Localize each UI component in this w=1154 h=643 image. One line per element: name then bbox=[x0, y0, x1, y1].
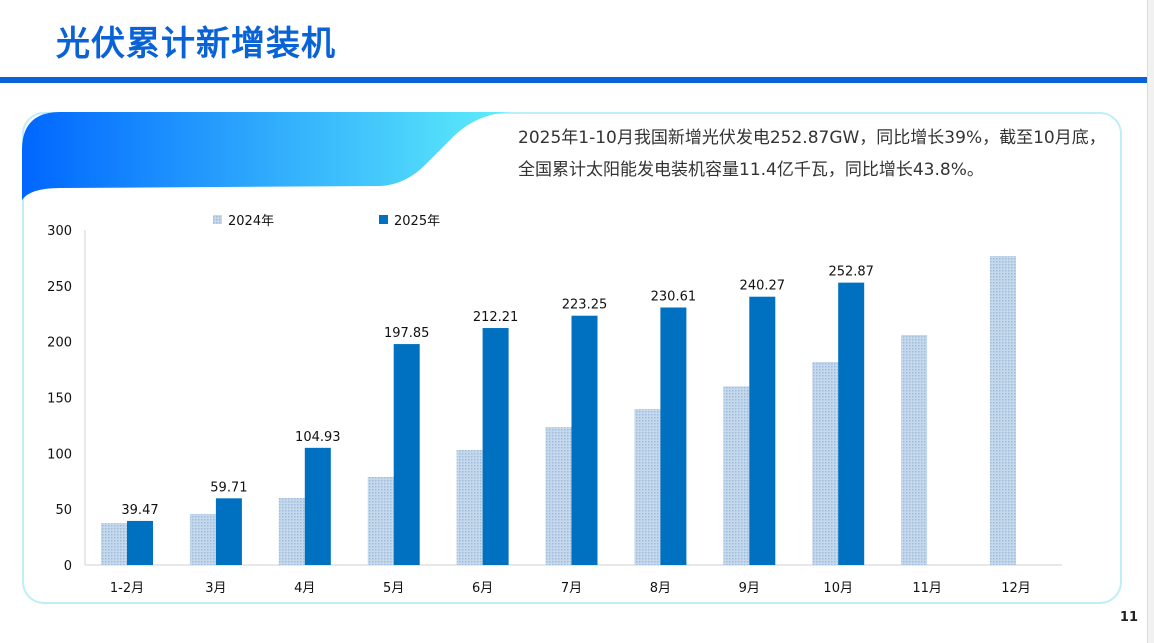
bar-2024 bbox=[990, 256, 1016, 565]
y-tick-label: 150 bbox=[47, 392, 72, 407]
page-number: 11 bbox=[1119, 610, 1138, 625]
bar-2024 bbox=[545, 426, 572, 565]
data-label-2025: 59.71 bbox=[210, 480, 247, 495]
data-label-2025: 230.61 bbox=[651, 289, 697, 304]
x-tick-label: 8月 bbox=[650, 581, 671, 596]
data-label-2025: 39.47 bbox=[121, 503, 158, 518]
data-label-2025: 252.87 bbox=[828, 265, 874, 280]
data-label-2025: 104.93 bbox=[295, 430, 341, 445]
bar-2025 bbox=[482, 328, 509, 565]
data-label-2025: 197.85 bbox=[384, 326, 430, 341]
title-divider bbox=[0, 77, 1154, 83]
x-tick-label: 3月 bbox=[205, 581, 226, 596]
page-title: 光伏累计新增装机 bbox=[56, 24, 336, 64]
y-tick-label: 200 bbox=[47, 336, 72, 351]
legend-label-2025: 2025年 bbox=[394, 214, 440, 229]
x-tick-label: 11月 bbox=[912, 581, 942, 596]
y-tick-label: 50 bbox=[55, 503, 72, 518]
bar-2024 bbox=[278, 498, 305, 565]
bar-2024 bbox=[189, 513, 216, 565]
bar-2025 bbox=[215, 498, 242, 565]
bar-2024 bbox=[812, 361, 839, 565]
summary-text: 2025年1-10月我国新增光伏发电252.87GW，同比增长39%，截至10月… bbox=[518, 128, 1106, 180]
y-tick-label: 250 bbox=[47, 280, 72, 295]
bar-2025 bbox=[127, 520, 153, 565]
page-edge bbox=[1147, 0, 1154, 643]
x-tick-label: 7月 bbox=[561, 581, 582, 596]
x-tick-label: 5月 bbox=[383, 581, 404, 596]
legend-swatch-2025 bbox=[379, 215, 388, 224]
bar-2025 bbox=[393, 344, 420, 565]
y-tick-label: 100 bbox=[47, 447, 72, 462]
x-tick-label: 6月 bbox=[472, 581, 493, 596]
bar-2025 bbox=[749, 296, 776, 565]
bar-2024 bbox=[367, 477, 394, 565]
data-label-2025: 240.27 bbox=[740, 279, 786, 294]
y-tick-label: 300 bbox=[47, 224, 72, 239]
data-label-2025: 223.25 bbox=[562, 298, 608, 313]
x-tick-label: 4月 bbox=[294, 581, 315, 596]
bar-2024 bbox=[456, 449, 483, 565]
bar-2024 bbox=[901, 334, 928, 565]
bar-2024 bbox=[634, 409, 661, 565]
header-tab-shape bbox=[22, 112, 515, 200]
bar-2025 bbox=[571, 315, 598, 565]
data-label-2025: 212.21 bbox=[473, 310, 519, 325]
chart-card bbox=[22, 112, 1122, 604]
bar-2025 bbox=[660, 307, 687, 565]
bar-2025 bbox=[838, 282, 865, 565]
bar-2025 bbox=[304, 447, 331, 565]
x-tick-label: 10月 bbox=[823, 581, 853, 596]
y-tick-label: 0 bbox=[64, 559, 72, 574]
bar-2024 bbox=[723, 386, 750, 565]
x-tick-label: 9月 bbox=[739, 581, 760, 596]
legend-swatch-2024 bbox=[213, 215, 222, 224]
x-tick-label: 12月 bbox=[1001, 581, 1031, 596]
legend-label-2024: 2024年 bbox=[228, 214, 274, 229]
x-tick-label: 1-2月 bbox=[110, 581, 144, 596]
legend: 2024年 2025年 bbox=[213, 214, 440, 229]
bar-2024 bbox=[101, 523, 127, 565]
